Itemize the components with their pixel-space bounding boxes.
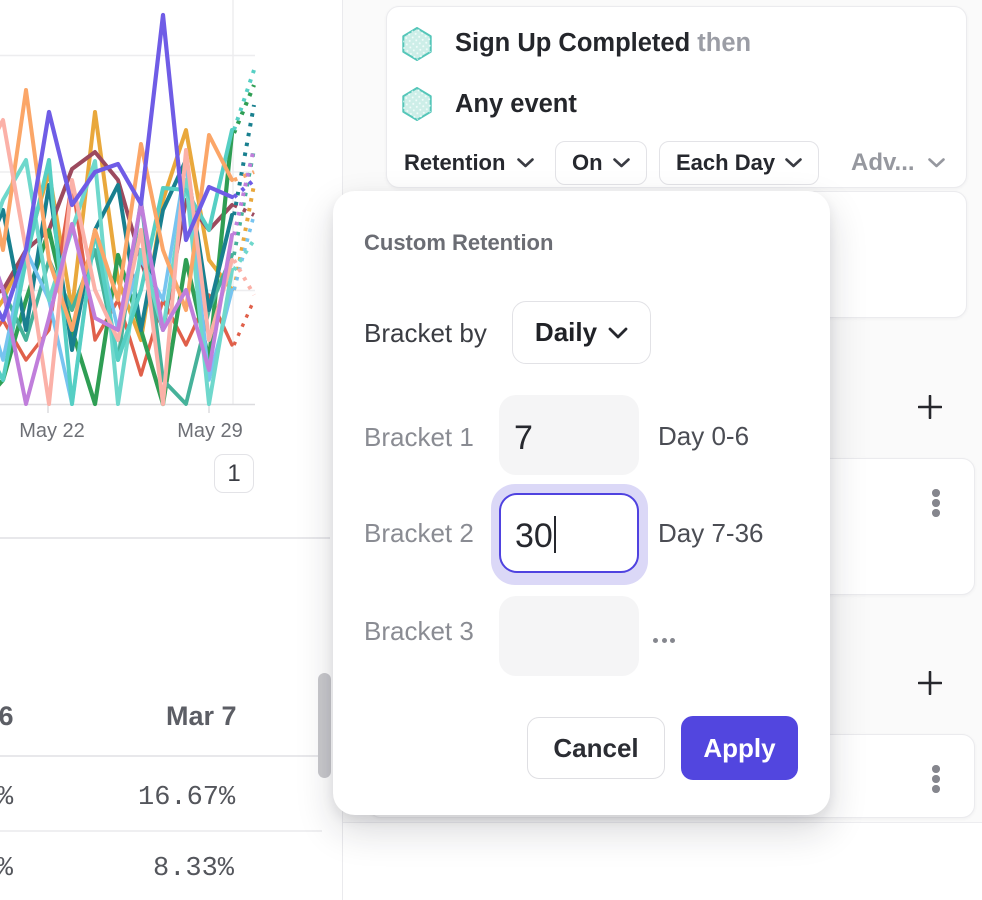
svg-text:May 22: May 22 xyxy=(19,420,85,442)
svg-text:May 29: May 29 xyxy=(177,420,243,442)
